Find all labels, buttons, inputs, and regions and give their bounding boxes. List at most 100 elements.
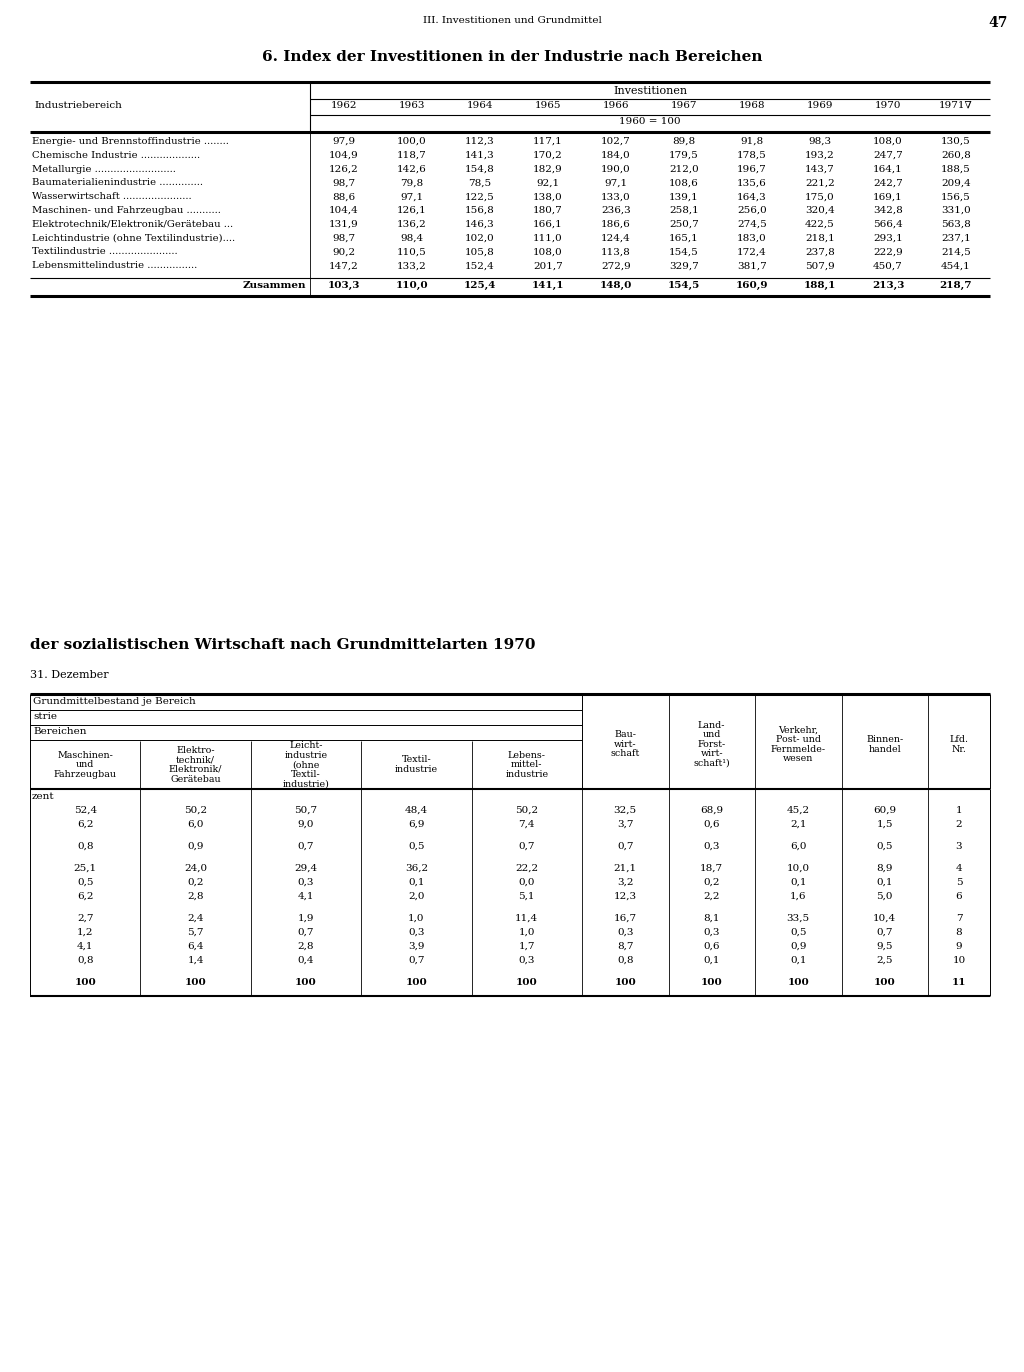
Text: III. Investitionen und Grundmittel: III. Investitionen und Grundmittel — [423, 16, 601, 25]
Text: 164,1: 164,1 — [873, 165, 903, 174]
Text: 221,2: 221,2 — [805, 178, 835, 188]
Text: 154,5: 154,5 — [668, 281, 700, 289]
Text: 9: 9 — [955, 943, 963, 951]
Text: 1,5: 1,5 — [877, 820, 893, 829]
Text: 105,8: 105,8 — [465, 247, 495, 257]
Text: 97,1: 97,1 — [400, 192, 424, 202]
Text: 6. Index der Investitionen in der Industrie nach Bereichen: 6. Index der Investitionen in der Indust… — [262, 49, 762, 64]
Text: 11: 11 — [951, 978, 967, 986]
Text: Bau-: Bau- — [614, 730, 636, 740]
Text: 213,3: 213,3 — [871, 281, 904, 289]
Text: 103,3: 103,3 — [328, 281, 360, 289]
Text: 131,9: 131,9 — [329, 220, 358, 229]
Text: Nr.: Nr. — [951, 745, 967, 753]
Text: 98,7: 98,7 — [333, 233, 355, 243]
Text: 175,0: 175,0 — [805, 192, 835, 202]
Text: 1960 = 100: 1960 = 100 — [620, 117, 681, 126]
Text: 247,7: 247,7 — [873, 151, 903, 159]
Text: 50,2: 50,2 — [515, 805, 539, 815]
Text: 0,3: 0,3 — [703, 842, 720, 851]
Text: 112,3: 112,3 — [465, 137, 495, 145]
Text: 1,9: 1,9 — [298, 914, 314, 923]
Text: 3,7: 3,7 — [617, 820, 634, 829]
Text: 272,9: 272,9 — [601, 261, 631, 270]
Text: 0,5: 0,5 — [409, 842, 425, 851]
Text: 170,2: 170,2 — [534, 151, 563, 159]
Text: 0,3: 0,3 — [409, 927, 425, 937]
Text: 218,7: 218,7 — [940, 281, 972, 289]
Text: 507,9: 507,9 — [805, 261, 835, 270]
Text: industrie: industrie — [285, 750, 328, 760]
Text: Metallurgie ..........................: Metallurgie .......................... — [32, 165, 176, 174]
Text: 0,7: 0,7 — [298, 842, 314, 851]
Text: 122,5: 122,5 — [465, 192, 495, 202]
Text: 172,4: 172,4 — [737, 247, 767, 257]
Text: 24,0: 24,0 — [184, 864, 207, 873]
Text: 4: 4 — [955, 864, 963, 873]
Text: Lebens-: Lebens- — [508, 750, 546, 760]
Text: Binnen-: Binnen- — [866, 735, 903, 744]
Text: 293,1: 293,1 — [873, 233, 903, 243]
Text: 1: 1 — [955, 805, 963, 815]
Text: 0,8: 0,8 — [77, 842, 93, 851]
Text: 100: 100 — [406, 978, 427, 986]
Text: Chemische Industrie ...................: Chemische Industrie ................... — [32, 151, 200, 159]
Text: 25,1: 25,1 — [74, 864, 96, 873]
Text: 31. Dezember: 31. Dezember — [30, 670, 109, 681]
Text: 2,0: 2,0 — [409, 892, 425, 901]
Text: 98,4: 98,4 — [400, 233, 424, 243]
Text: Textil-: Textil- — [291, 770, 321, 779]
Text: 6: 6 — [955, 892, 963, 901]
Text: 0,1: 0,1 — [409, 878, 425, 888]
Text: 104,4: 104,4 — [329, 206, 358, 215]
Text: Wasserwirtschaft ......................: Wasserwirtschaft ...................... — [32, 192, 191, 202]
Text: (ohne: (ohne — [292, 760, 319, 770]
Text: 10: 10 — [952, 956, 966, 965]
Text: Textilindustrie ......................: Textilindustrie ...................... — [32, 247, 177, 257]
Text: Fahrzeugbau: Fahrzeugbau — [53, 770, 117, 779]
Text: 100,0: 100,0 — [397, 137, 427, 145]
Text: 236,3: 236,3 — [601, 206, 631, 215]
Text: 10,0: 10,0 — [786, 864, 810, 873]
Text: 78,5: 78,5 — [468, 178, 492, 188]
Text: 147,2: 147,2 — [329, 261, 358, 270]
Text: 250,7: 250,7 — [669, 220, 698, 229]
Text: 184,0: 184,0 — [601, 151, 631, 159]
Text: 143,7: 143,7 — [805, 165, 835, 174]
Text: wirt-: wirt- — [700, 749, 723, 759]
Text: 135,6: 135,6 — [737, 178, 767, 188]
Text: 3: 3 — [955, 842, 963, 851]
Text: Lfd.: Lfd. — [949, 735, 969, 744]
Text: der sozialistischen Wirtschaft nach Grundmittelarten 1970: der sozialistischen Wirtschaft nach Grun… — [30, 638, 536, 652]
Text: 79,8: 79,8 — [400, 178, 424, 188]
Text: 0,7: 0,7 — [617, 842, 634, 851]
Text: 342,8: 342,8 — [873, 206, 903, 215]
Text: 201,7: 201,7 — [534, 261, 563, 270]
Text: 50,2: 50,2 — [184, 805, 207, 815]
Text: 7: 7 — [955, 914, 963, 923]
Text: 139,1: 139,1 — [669, 192, 698, 202]
Text: 118,7: 118,7 — [397, 151, 427, 159]
Text: 164,3: 164,3 — [737, 192, 767, 202]
Text: 6,4: 6,4 — [187, 943, 204, 951]
Text: 1971∇: 1971∇ — [939, 102, 973, 110]
Text: schaft¹): schaft¹) — [693, 759, 730, 768]
Text: 320,4: 320,4 — [805, 206, 835, 215]
Text: 258,1: 258,1 — [669, 206, 698, 215]
Text: 8,1: 8,1 — [703, 914, 720, 923]
Text: 563,8: 563,8 — [941, 220, 971, 229]
Text: 1965: 1965 — [535, 102, 561, 110]
Text: Post- und: Post- und — [776, 735, 821, 744]
Text: 100: 100 — [516, 978, 538, 986]
Text: 9,5: 9,5 — [877, 943, 893, 951]
Text: 91,8: 91,8 — [740, 137, 764, 145]
Text: 193,2: 193,2 — [805, 151, 835, 159]
Text: 113,8: 113,8 — [601, 247, 631, 257]
Text: 100: 100 — [295, 978, 316, 986]
Text: 1,4: 1,4 — [187, 956, 204, 965]
Text: 6,2: 6,2 — [77, 892, 93, 901]
Text: mittel-: mittel- — [511, 760, 543, 770]
Text: 156,5: 156,5 — [941, 192, 971, 202]
Text: 0,5: 0,5 — [790, 927, 807, 937]
Text: 124,4: 124,4 — [601, 233, 631, 243]
